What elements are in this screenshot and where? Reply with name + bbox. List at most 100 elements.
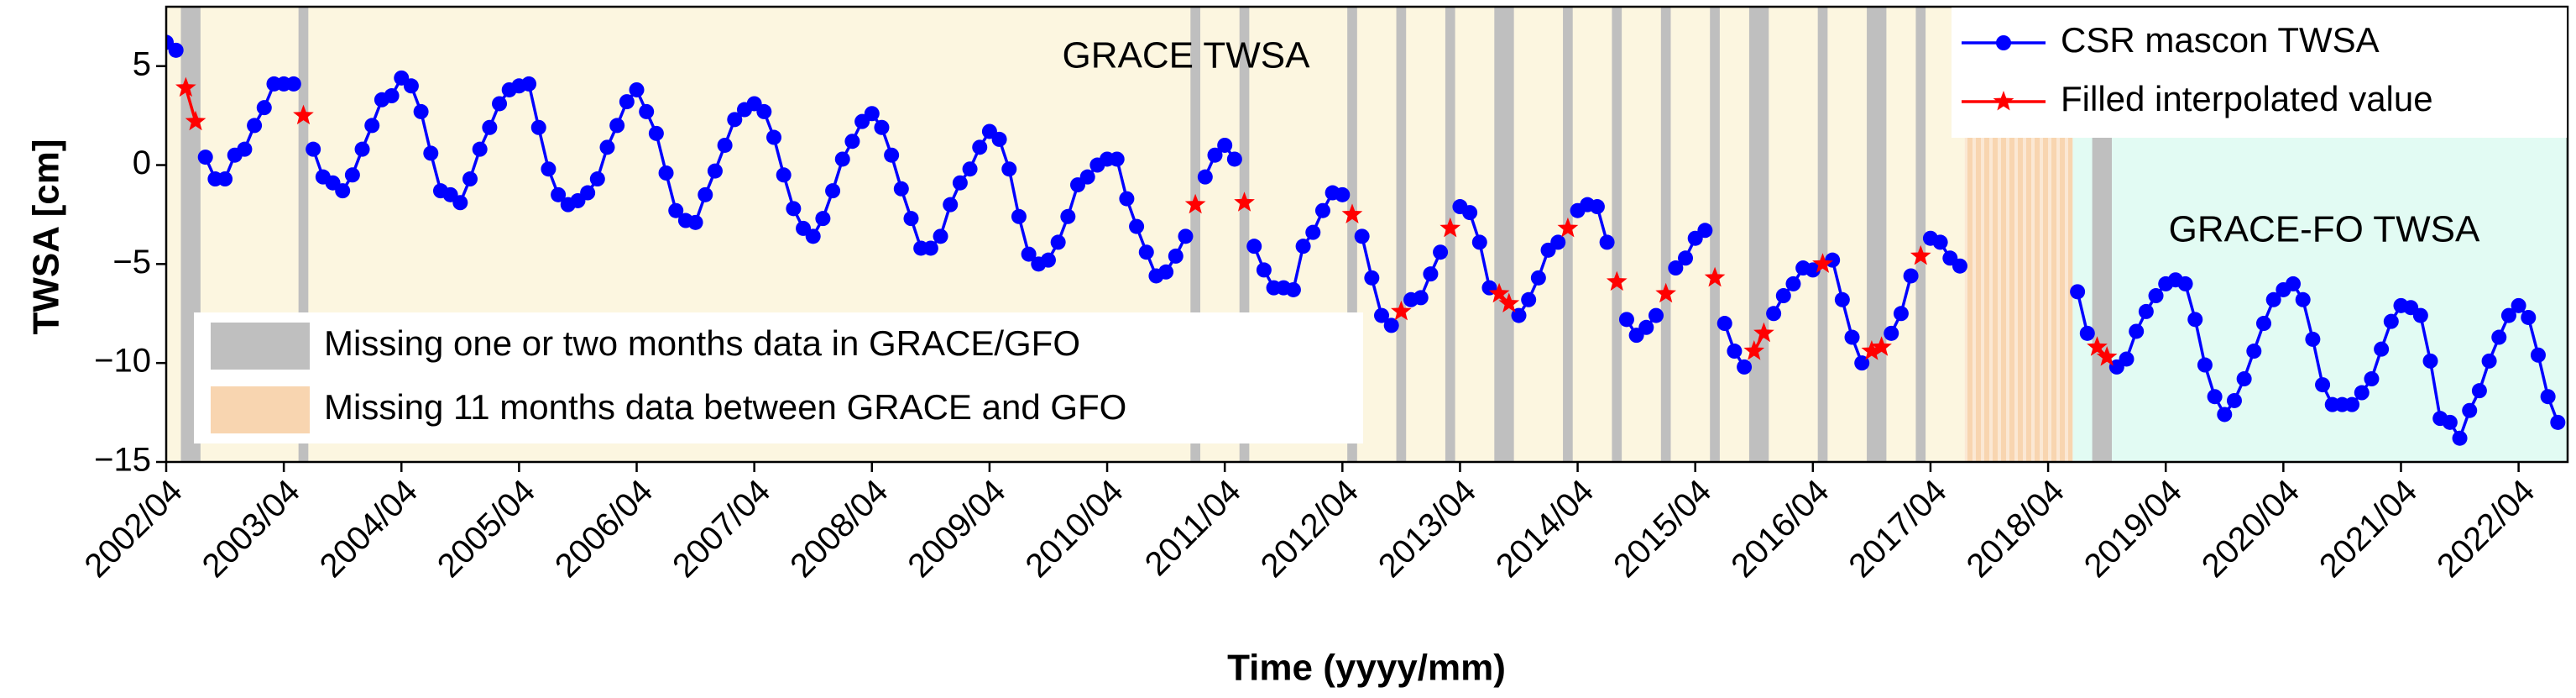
data-point: [1599, 234, 1615, 250]
data-point: [541, 161, 556, 177]
data-point: [1825, 252, 1841, 268]
data-point: [619, 94, 635, 110]
x-tick-label: 2020/04: [2195, 473, 2307, 585]
data-point: [1727, 344, 1743, 359]
data-point: [1606, 270, 1628, 291]
x-tick-label: 2022/04: [2430, 473, 2542, 585]
data-point: [943, 197, 959, 213]
data-point: [2462, 402, 2478, 418]
data-point: [2422, 353, 2438, 369]
data-point: [933, 228, 948, 244]
data-point: [639, 103, 655, 119]
data-point: [1697, 223, 1713, 239]
legend-swatch: [211, 386, 310, 433]
data-point: [825, 183, 841, 199]
legend-label: Missing one or two months data in GRACE/…: [324, 323, 1080, 363]
data-point: [1129, 218, 1145, 234]
data-point: [2452, 430, 2468, 446]
data-point: [530, 119, 546, 135]
data-point: [834, 151, 850, 167]
data-point: [922, 240, 938, 256]
data-point: [668, 202, 684, 218]
data-point: [1079, 169, 1095, 185]
data-point: [1178, 228, 1194, 244]
data-point: [285, 76, 301, 92]
data-point: [893, 181, 909, 197]
data-point: [2383, 313, 2399, 329]
legend-marker: [1996, 35, 2011, 50]
data-point: [1704, 266, 1726, 287]
data-point: [1109, 151, 1125, 167]
plot-marks: [166, 34, 2566, 446]
data-point: [1648, 307, 1664, 323]
data-point: [1737, 359, 1753, 375]
missing-span: [1915, 7, 1926, 462]
data-point: [2412, 307, 2428, 323]
missing-span: [1190, 7, 1200, 462]
x-tick-label: 2014/04: [1489, 473, 1601, 585]
data-point: [2138, 303, 2154, 319]
data-point: [1295, 239, 1311, 255]
data-point: [1050, 234, 1066, 250]
data-point: [2255, 316, 2271, 332]
data-point: [175, 76, 196, 97]
data-point: [1462, 205, 1478, 221]
data-point: [1766, 306, 1782, 322]
data-point: [1884, 325, 1899, 341]
data-point: [185, 110, 206, 131]
y-tick-label: −15: [94, 442, 151, 479]
data-point: [756, 103, 772, 119]
data-point: [1001, 161, 1017, 177]
y-tick-label: 5: [133, 45, 151, 82]
data-point: [1785, 276, 1801, 291]
data-point: [1197, 169, 1213, 185]
data-point: [1234, 192, 1255, 212]
x-tick-label: 2007/04: [666, 473, 777, 585]
x-tick-label: 2012/04: [1254, 473, 1366, 585]
data-point: [413, 103, 429, 119]
data-point: [1716, 316, 1732, 332]
data-point: [1952, 258, 1967, 274]
data-point: [962, 161, 978, 177]
y-tick-label: −10: [94, 343, 151, 380]
legend-label: Missing 11 months data between GRACE and…: [324, 387, 1126, 427]
legend-box: [1952, 8, 2567, 138]
data-point: [2079, 325, 2095, 341]
data-point: [384, 88, 400, 104]
data-point: [805, 228, 821, 244]
data-point: [1893, 306, 1909, 322]
x-tick-label: 2011/04: [1138, 473, 1248, 583]
x-tick-label: 2013/04: [1372, 473, 1483, 585]
data-point: [1678, 250, 1694, 266]
plot-frame: [165, 5, 2569, 464]
data-point: [1335, 186, 1351, 202]
data-point: [1040, 252, 1056, 268]
missing-span: [1239, 7, 1250, 462]
data-point: [1743, 340, 1765, 360]
data-point: [1805, 262, 1821, 278]
data-point: [786, 201, 802, 217]
data-point: [1557, 217, 1579, 238]
data-point: [1011, 208, 1027, 224]
data-point: [2521, 309, 2537, 325]
missing-span: [298, 7, 309, 462]
data-point: [237, 141, 253, 157]
missing-span: [1347, 7, 1357, 462]
data-point: [1440, 217, 1461, 238]
data-point: [1168, 248, 1183, 264]
data-point: [293, 104, 314, 125]
legend-swatch: [211, 323, 310, 370]
legend-label: Filled interpolated value: [2061, 79, 2433, 118]
x-axis-title: Time (yyyy/mm): [1227, 648, 1506, 689]
data-point: [2540, 389, 2556, 405]
data-point: [1871, 336, 1892, 356]
data-point: [1844, 329, 1860, 345]
data-point: [306, 141, 321, 157]
data-point: [1932, 234, 1948, 250]
data-point: [1364, 270, 1380, 286]
data-point: [1775, 288, 1791, 304]
missing-span: [1445, 7, 1455, 462]
data-point: [776, 167, 792, 183]
data-point: [1530, 270, 1546, 286]
